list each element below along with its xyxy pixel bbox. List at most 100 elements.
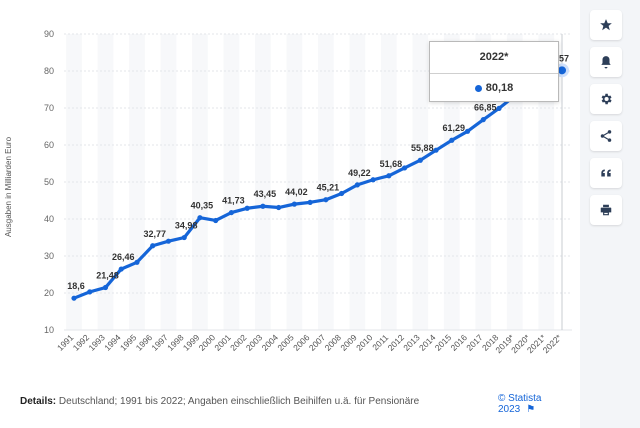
data-label: 18,6 <box>67 281 85 291</box>
x-tick-label: 2001 <box>212 332 233 353</box>
x-tick-label: 1996 <box>134 332 155 353</box>
x-tick-label: 2012 <box>386 332 407 353</box>
y-tick-label: 30 <box>44 251 54 261</box>
data-point <box>87 289 93 295</box>
share-icon <box>600 130 612 142</box>
print-button[interactable] <box>590 195 622 225</box>
data-point <box>417 157 423 163</box>
data-point <box>496 105 502 111</box>
data-point <box>433 147 439 153</box>
data-point <box>480 117 486 123</box>
data-point <box>244 205 250 211</box>
x-tick-label: 2014 <box>417 332 438 353</box>
tooltip-value: 80,18 <box>485 82 514 94</box>
data-point <box>386 173 392 179</box>
data-label: 40,35 <box>191 201 214 211</box>
data-point <box>118 266 124 272</box>
data-point <box>291 201 297 207</box>
data-point <box>165 238 172 244</box>
quote-icon <box>601 169 611 177</box>
data-point <box>181 234 187 241</box>
cite-button[interactable] <box>590 158 622 188</box>
x-tick-label: 2002 <box>228 332 249 353</box>
x-tick-label: 2007 <box>307 332 328 353</box>
settings-button[interactable] <box>590 84 622 114</box>
data-point <box>213 217 219 224</box>
x-tick-label: 2005 <box>275 332 296 353</box>
data-label: 44,02 <box>285 187 308 197</box>
y-axis-label: Ausgaben in Milliarden Euro <box>4 136 13 238</box>
data-point <box>370 177 376 183</box>
data-point <box>323 197 329 203</box>
grid-band <box>538 34 555 330</box>
grid-band <box>475 34 492 330</box>
data-label: 34,98 <box>175 221 198 231</box>
grid-band <box>443 34 460 330</box>
data-point <box>228 209 235 216</box>
y-tick-label: 60 <box>44 140 54 150</box>
data-label: 41,73 <box>222 196 245 206</box>
data-point <box>449 137 455 143</box>
data-point <box>260 203 266 209</box>
tooltip-value-row: 80,18 <box>430 74 558 94</box>
x-tick-label: 2022* <box>541 332 564 355</box>
y-tick-label: 80 <box>44 66 54 76</box>
data-label: 45,21 <box>317 183 340 193</box>
data-label: 26,46 <box>112 252 135 262</box>
share-button[interactable] <box>590 121 622 151</box>
data-label: 61,29 <box>443 123 466 133</box>
line-chart: 1020304050607080901991199219931994199519… <box>44 29 572 355</box>
x-tick-label: 2003 <box>244 332 265 353</box>
source-link[interactable]: © Statista 2023 ⚑ <box>498 393 580 415</box>
x-tick-label: 1998 <box>165 332 186 353</box>
grid-band <box>223 34 240 330</box>
x-tick-label: 2004 <box>260 332 281 353</box>
data-point <box>102 284 109 291</box>
data-label: 43,45 <box>254 189 277 199</box>
details-text: Deutschland; 1991 bis 2022; Angaben eins… <box>58 396 420 407</box>
tooltip-title: 2022* <box>430 42 558 74</box>
data-point <box>354 182 360 188</box>
chart-tooltip: 2022* 80,18 <box>429 41 559 102</box>
notification-button[interactable] <box>590 47 622 77</box>
series-dot-icon <box>474 84 482 92</box>
x-tick-label: 1994 <box>102 332 123 353</box>
data-label: 57 <box>559 53 569 63</box>
x-tick-label: 2015 <box>433 332 454 353</box>
data-point <box>150 243 156 249</box>
x-tick-label: 1995 <box>118 332 139 353</box>
data-label: 51,68 <box>380 159 403 169</box>
x-tick-label: 2011 <box>370 332 390 352</box>
grid-band <box>255 34 271 330</box>
x-tick-label: 2006 <box>291 332 312 353</box>
series-line <box>73 68 563 300</box>
star-icon <box>600 19 612 31</box>
data-label: 49,22 <box>348 168 371 178</box>
flag-icon[interactable]: ⚑ <box>526 404 536 415</box>
data-point <box>307 199 313 205</box>
data-point <box>71 295 77 301</box>
x-tick-label: 1991 <box>55 332 76 353</box>
source-text[interactable]: © Statista 2023 <box>498 393 542 415</box>
data-label: 55,88 <box>411 143 434 153</box>
data-label: 21,48 <box>96 271 119 281</box>
data-point <box>197 215 203 221</box>
x-tick-label: 1997 <box>149 332 170 353</box>
x-tick-label: 1999 <box>181 332 202 353</box>
x-tick-label: 2008 <box>323 332 344 353</box>
data-point <box>134 259 140 265</box>
x-tick-label: 1993 <box>86 332 107 353</box>
x-tick-label: 1992 <box>71 332 92 353</box>
grid-band <box>286 34 303 330</box>
data-point <box>339 190 345 197</box>
details-label: Details: <box>20 396 57 407</box>
favorite-button[interactable] <box>590 10 622 40</box>
y-tick-label: 50 <box>44 177 54 187</box>
tool-sidebar <box>590 10 630 232</box>
y-tick-label: 90 <box>44 29 54 39</box>
y-tick-label: 70 <box>44 103 54 113</box>
x-tick-label: 2000 <box>197 332 218 353</box>
bell-icon <box>601 56 611 69</box>
y-tick-label: 40 <box>44 214 54 224</box>
data-point <box>464 128 471 134</box>
